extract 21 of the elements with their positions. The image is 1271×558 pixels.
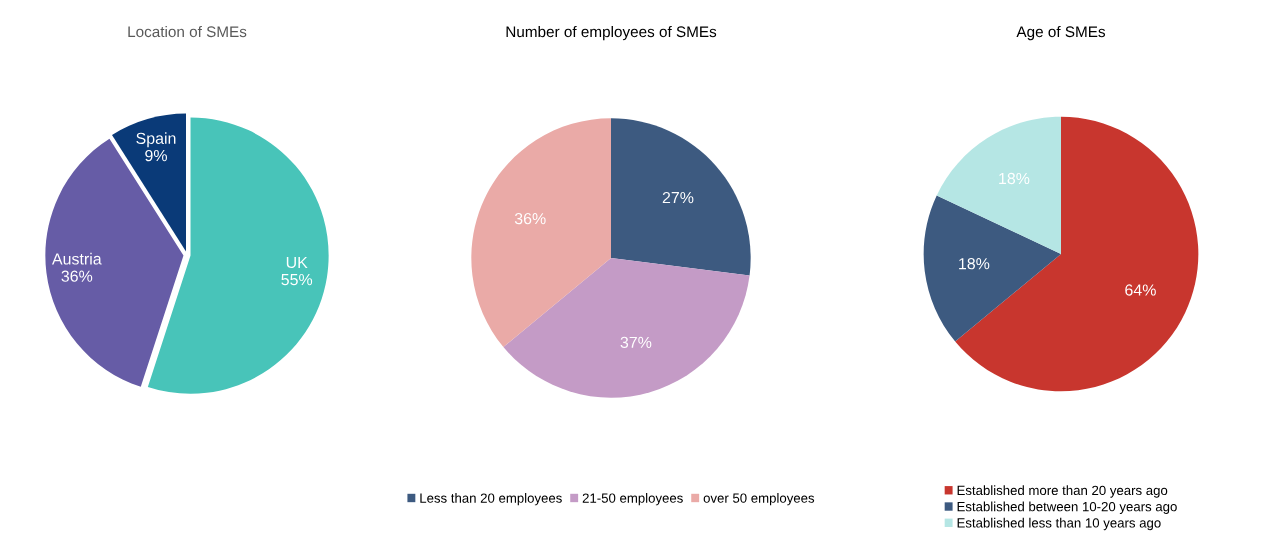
data-label: 36% (514, 212, 546, 225)
legend-label: Established between 10-20 years ago (957, 501, 1177, 514)
data-label: 18% (959, 257, 990, 270)
legend-label: 21-50 employees (582, 493, 683, 506)
slice-label: Austria (51, 252, 102, 265)
data-label: 36% (61, 270, 93, 282)
slice-label: UK (286, 256, 308, 269)
data-label: 27% (662, 191, 694, 204)
legend-label: Less than 20 employees (420, 493, 562, 506)
data-label: 37% (620, 336, 652, 349)
data-label: 9% (145, 149, 167, 162)
chart-title: Number of employees of SMEs (506, 25, 717, 41)
chart-title: Age of SMEs (1016, 25, 1106, 41)
slice-label: Spain (136, 132, 176, 148)
legend-label: Established more than 20 years ago (957, 485, 1168, 498)
legend-label: over 50 employees (703, 493, 815, 506)
legend-label: Established less than 10 years ago (957, 517, 1161, 531)
data-label: 18% (999, 172, 1030, 185)
chart-title: Location of SMEs (128, 25, 247, 38)
data-label: 55% (281, 274, 313, 286)
data-label: 64% (1125, 284, 1156, 296)
